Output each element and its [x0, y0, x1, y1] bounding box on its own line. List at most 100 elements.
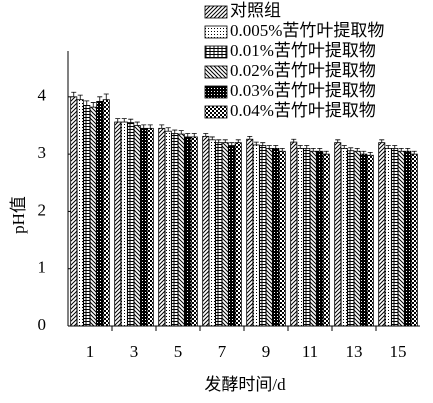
bar	[83, 105, 91, 327]
bar	[234, 142, 242, 327]
error-bar	[354, 147, 360, 152]
error-bar	[222, 139, 228, 143]
bar	[384, 147, 392, 327]
legend-swatch	[204, 105, 228, 119]
bar	[360, 153, 368, 327]
bar	[70, 96, 78, 327]
bar	[410, 153, 418, 327]
bar	[215, 142, 223, 327]
bar	[158, 127, 166, 327]
bar	[146, 127, 154, 327]
bar	[76, 99, 84, 327]
x-tick-label: 9	[262, 342, 271, 361]
legend-label: 0.03%苦竹叶提取物	[230, 81, 376, 100]
error-bar	[159, 124, 165, 129]
bar	[114, 121, 122, 327]
error-bar	[229, 142, 235, 146]
bar	[272, 147, 280, 327]
legend-label: 0.005%苦竹叶提取物	[230, 21, 384, 40]
error-bar	[134, 121, 140, 126]
error-bar	[77, 94, 83, 100]
error-bar	[392, 145, 398, 149]
y-tick-label: 3	[38, 143, 47, 162]
error-bar	[103, 93, 109, 100]
legend-swatch	[204, 25, 228, 39]
error-bar	[71, 91, 77, 97]
bar	[366, 154, 374, 327]
bar	[259, 145, 267, 327]
bar	[190, 136, 198, 327]
bar	[246, 138, 254, 327]
bar	[96, 101, 104, 327]
error-bar	[361, 150, 367, 155]
x-tick-label: 7	[218, 342, 227, 361]
bar	[353, 150, 361, 327]
x-axis-label: 发酵时间/d	[204, 375, 286, 394]
bar	[221, 142, 229, 327]
bar	[265, 147, 273, 327]
error-bar	[247, 135, 253, 140]
error-bar	[172, 129, 178, 134]
legend-swatch	[204, 5, 228, 19]
error-bar	[128, 118, 134, 123]
error-bar	[178, 130, 184, 135]
error-bar	[273, 145, 279, 149]
legend-swatch	[204, 45, 228, 59]
error-bar	[335, 139, 341, 143]
bar	[322, 153, 330, 327]
bar	[89, 106, 97, 327]
error-bar	[191, 133, 197, 137]
bar	[177, 133, 185, 327]
legend-label: 0.04%苦竹叶提取物	[230, 101, 376, 120]
y-tick-label: 1	[38, 258, 47, 277]
y-tick-label: 0	[38, 315, 47, 334]
error-bar	[203, 133, 209, 137]
error-bar	[185, 133, 191, 137]
bar	[202, 135, 210, 327]
legend-label: 对照组	[230, 1, 281, 20]
bar	[208, 139, 216, 327]
bar	[184, 136, 192, 327]
bar	[296, 147, 304, 327]
bar	[347, 150, 355, 327]
error-bar	[84, 100, 90, 106]
error-bar	[260, 142, 266, 146]
error-bar	[141, 124, 147, 129]
bar	[391, 147, 399, 327]
error-bar	[147, 124, 153, 129]
bar	[278, 150, 286, 327]
error-bar	[253, 141, 259, 145]
x-tick-label: 15	[390, 342, 407, 361]
bar	[120, 121, 128, 327]
x-tick-label: 5	[174, 342, 183, 361]
legend-label: 0.01%苦竹叶提取物	[230, 41, 376, 60]
bar	[378, 142, 386, 327]
x-tick-label: 1	[86, 342, 95, 361]
bar	[164, 130, 172, 327]
bar	[316, 150, 324, 327]
bar	[303, 147, 311, 327]
error-bar	[411, 150, 417, 155]
error-bar	[317, 147, 323, 152]
error-bar	[385, 145, 391, 149]
error-bar	[235, 139, 241, 143]
y-tick-label: 2	[38, 200, 47, 219]
x-tick-label: 13	[346, 342, 363, 361]
bar	[127, 122, 135, 327]
error-bar	[341, 145, 347, 149]
error-bar	[348, 147, 354, 151]
bar	[397, 150, 405, 327]
legend-swatch	[204, 85, 228, 99]
error-bar	[97, 96, 103, 102]
y-tick-label: 4	[38, 86, 47, 105]
bar	[228, 145, 236, 327]
error-bar	[323, 150, 329, 155]
bar	[133, 125, 141, 327]
error-bar	[379, 139, 385, 143]
legend-swatch	[204, 65, 228, 79]
error-bar	[405, 147, 411, 152]
bar	[334, 142, 342, 327]
error-bar	[266, 145, 272, 149]
error-bar	[304, 145, 310, 149]
bar	[309, 150, 317, 327]
